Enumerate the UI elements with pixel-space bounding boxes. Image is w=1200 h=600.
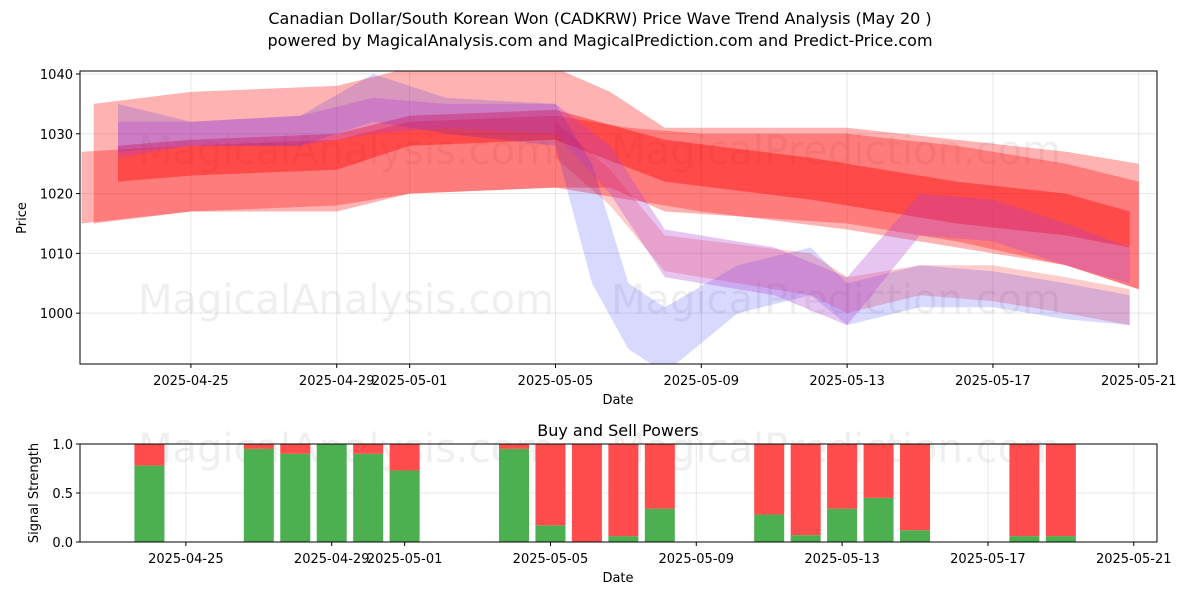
price-xtick-label: 2025-04-25 [153,374,229,389]
price-xtick-label: 2025-05-17 [955,374,1031,389]
buy-bar [280,453,311,542]
buy-bar [900,530,931,542]
sell-bar [644,444,675,509]
sell-bar [1045,444,1076,537]
price-xtick-label: 2025-05-05 [518,374,594,389]
price-yaxis-label: Price [15,202,30,234]
sell-bar [863,444,894,498]
signal-xtick-label: 2025-04-25 [148,552,224,567]
sell-bar [1009,444,1040,537]
buy-bar [608,536,639,542]
signal-yaxis-label: Signal Strength [27,443,42,543]
price-xtick-label: 2025-05-09 [664,374,740,389]
price-xtick-label: 2025-05-21 [1101,374,1177,389]
chart-title-line2: powered by MagicalAnalysis.com and Magic… [267,31,933,50]
price-xtick-label: 2025-05-13 [809,374,885,389]
buy-bar [499,448,530,542]
signal-ytick-label: 0.5 [52,487,73,502]
buy-bar [316,444,347,542]
buy-bar [134,465,165,542]
signal-ytick-label: 1.0 [52,438,73,453]
signal-chart-title: Buy and Sell Powers [537,421,699,440]
price-plot-frame [79,70,1158,365]
buy-bar [863,497,894,542]
signal-xtick-label: 2025-05-01 [367,552,443,567]
price-band-purple [118,97,1130,326]
buy-bar [243,448,274,542]
buy-bar [827,508,858,542]
price-xaxis-label: Date [602,393,633,408]
price-band-blue [118,74,1130,364]
buy-bar [790,535,821,542]
watermark: MagicalAnalysis.com [138,128,554,174]
signal-xtick-label: 2025-05-09 [659,552,735,567]
sell-bar [535,444,566,526]
sell-bar [389,444,420,471]
signal-ytick-label: 0.0 [52,536,73,551]
buy-bar [1045,536,1076,542]
sell-bar [280,444,311,454]
sell-bar [608,444,639,537]
price-band-red [81,115,1139,290]
watermark: MagicalPrediction.com [611,128,1061,174]
price-band-red [93,71,1139,290]
sell-bar [134,444,165,466]
sell-bar [571,444,602,542]
signal-xtick-label: 2025-05-21 [1096,552,1172,567]
buy-bar [1009,536,1040,542]
signal-xtick-label: 2025-05-05 [513,552,589,567]
price-ytick-label: 1040 [40,68,73,83]
signal-xtick-label: 2025-05-17 [950,552,1026,567]
buy-bar [644,508,675,542]
price-xtick-label: 2025-04-29 [299,374,375,389]
signal-xaxis-label: Date [602,571,633,586]
buy-bar [389,470,420,542]
buy-bar [754,514,785,542]
signal-xtick-label: 2025-05-13 [804,552,880,567]
sell-bar [790,444,821,536]
price-band-red [118,109,1130,248]
price-xtick-label: 2025-05-01 [372,374,448,389]
sell-bar [900,444,931,531]
chart-title-line1: Canadian Dollar/South Korean Won (CADKRW… [268,9,932,28]
price-ytick-label: 1030 [40,128,73,143]
watermark: MagicalPrediction.com [611,277,1061,323]
price-ytick-label: 1010 [40,247,73,262]
watermark: MagicalAnalysis.com [138,277,554,323]
sell-bar [754,444,785,515]
price-ytick-label: 1000 [40,307,73,322]
sell-bar [243,444,274,449]
price-ytick-label: 1020 [40,188,73,203]
sell-bar [353,444,384,454]
signal-xtick-label: 2025-04-29 [294,552,370,567]
price-bands [81,71,1139,364]
price-band-red [555,121,1130,326]
sell-bar [499,444,530,449]
buy-bar [353,453,384,542]
buy-bar [535,525,566,542]
sell-bar [827,444,858,509]
